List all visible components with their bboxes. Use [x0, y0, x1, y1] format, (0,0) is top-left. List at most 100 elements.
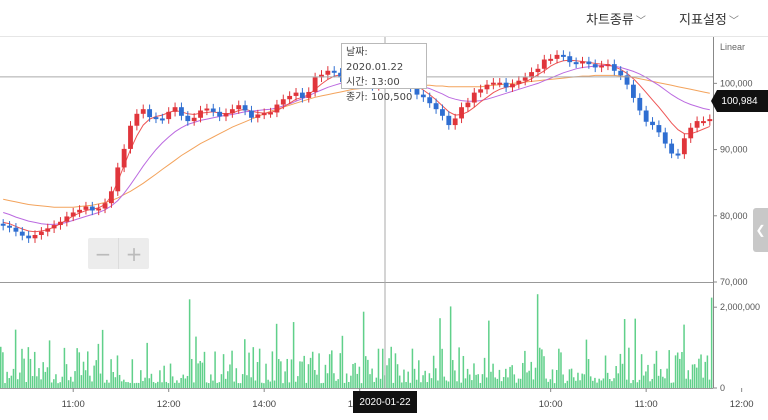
volume-bar [326, 373, 329, 388]
volume-bar [97, 343, 100, 388]
volume-bar [239, 383, 242, 388]
volume-bar [685, 378, 687, 388]
volume-bar [180, 378, 182, 388]
zoom-in-button[interactable]: + [125, 241, 143, 266]
volume-bar [405, 381, 407, 388]
volume-bar [46, 367, 49, 388]
volume-bar [473, 363, 475, 388]
indicator-settings-menu[interactable]: 지표설정 ﹀ [679, 9, 739, 28]
volume-bar [560, 352, 562, 388]
candle-body [96, 208, 102, 211]
stock-chart[interactable]: 70,000 80,000 90,000 100,000 0 2,000,000 11:00… [0, 37, 768, 420]
candle-body [204, 108, 210, 111]
candle-body [108, 191, 114, 204]
volume-bar [683, 324, 685, 388]
volume-bar [154, 383, 157, 388]
volume-bar [335, 380, 337, 388]
volume-bar [165, 381, 168, 388]
candle-body [287, 95, 293, 100]
volume-bar [698, 358, 700, 388]
volume-bar [428, 373, 431, 388]
candle-body [675, 153, 681, 156]
volume-bar [623, 319, 626, 388]
candle-body [707, 119, 713, 122]
candle-body [45, 228, 51, 232]
volume-bar [108, 382, 110, 388]
volume-bar [61, 376, 64, 388]
volume-bar [541, 349, 543, 388]
side-panel-toggle[interactable]: ❮ [753, 208, 768, 252]
volume-bar [528, 370, 530, 388]
candle-body [325, 70, 331, 75]
volume-bar [468, 374, 471, 388]
volume-bar [224, 378, 227, 388]
candle-body [51, 225, 57, 229]
volume-bar [38, 368, 40, 388]
candle-body [58, 221, 63, 226]
volume-bar [131, 359, 134, 388]
data-tooltip: 날짜: 2020.01.22 시간: 13:00 종가: 100,500 [341, 43, 427, 103]
volume-bar [693, 364, 696, 388]
candle-body [331, 70, 337, 73]
candle-body [522, 77, 528, 81]
volume-bar [341, 335, 344, 388]
volume-bar [392, 382, 395, 388]
scale-mode-label[interactable]: Linear [720, 42, 746, 52]
chart-type-menu[interactable]: 차트종류 ﹀ [586, 9, 646, 28]
volume-bar [517, 378, 520, 388]
volume-bar [142, 381, 144, 388]
volume-tick-label: 2,000,000 [720, 302, 760, 312]
volume-bar [600, 380, 603, 388]
volume-bar [432, 355, 435, 388]
volume-bar [360, 383, 363, 388]
candle-body [560, 54, 566, 57]
candle-body [83, 206, 89, 210]
volume-bar [106, 379, 108, 388]
candle-body [242, 105, 248, 111]
volume-bar [621, 363, 624, 388]
volume-bar [277, 359, 280, 388]
volume-bar [4, 383, 6, 388]
volume-bar [388, 358, 390, 388]
candle-body [535, 68, 541, 73]
volume-bar [566, 380, 569, 388]
volume-bar [581, 373, 583, 388]
volume-bar [449, 306, 452, 388]
zoom-out-button[interactable]: − [88, 238, 119, 269]
volume-bar [205, 382, 208, 388]
indicator-settings-label: 지표설정 [679, 13, 727, 28]
candle-body [554, 54, 560, 59]
volume-bar [356, 373, 359, 388]
volume-bar [63, 347, 66, 388]
volume-bar [101, 329, 104, 388]
volume-bar [186, 375, 189, 388]
volume-bar [322, 382, 325, 388]
volume-bar [426, 382, 429, 388]
volume-bar [197, 363, 199, 388]
candle-body [459, 107, 464, 119]
candle-body [631, 84, 636, 98]
volume-bar [42, 362, 44, 388]
volume-bar [496, 378, 499, 388]
volume-bar [575, 380, 577, 388]
volume-bar [394, 353, 397, 388]
candle-body [89, 206, 95, 211]
volume-bar [562, 374, 564, 388]
volume-bar [152, 382, 155, 388]
volume-bar [640, 354, 643, 388]
volume-bar [352, 364, 354, 388]
candle-body [147, 109, 153, 118]
volume-bar [462, 355, 465, 388]
volume-bar [511, 365, 513, 388]
volume-bar [396, 364, 399, 388]
volume-bar [267, 379, 269, 388]
candle-body [293, 92, 299, 96]
volume-bar [615, 366, 617, 388]
candle-body [299, 92, 305, 98]
volume-bar [311, 351, 314, 388]
volume-bar [275, 323, 278, 388]
volume-bar [265, 363, 267, 388]
volume-bar [589, 376, 592, 388]
tooltip-date: 날짜: 2020.01.22 [346, 47, 404, 73]
volume-bar [430, 378, 433, 388]
